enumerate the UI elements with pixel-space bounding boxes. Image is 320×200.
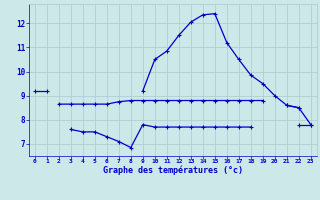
X-axis label: Graphe des températures (°c): Graphe des températures (°c)	[103, 166, 243, 175]
